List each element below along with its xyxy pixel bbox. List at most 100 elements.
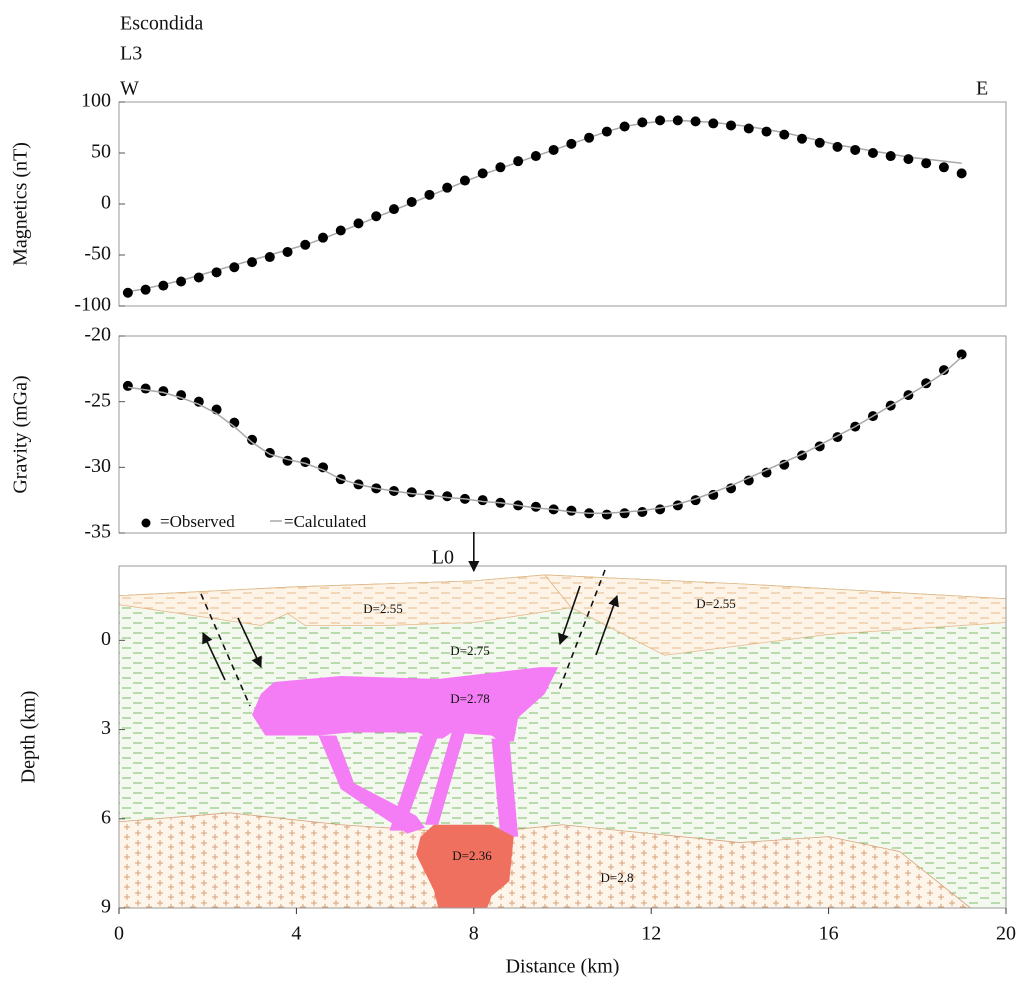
observed-point: [868, 148, 878, 158]
y-tick-label: 0: [101, 628, 111, 650]
direction-label: W: [120, 78, 139, 100]
observed-point: [797, 134, 807, 144]
observed-point: [815, 138, 825, 148]
observed-point: [566, 139, 576, 149]
y-axis-label: Depth (km): [18, 691, 40, 784]
y-tick-label: 0: [101, 192, 111, 214]
observed-point: [655, 504, 665, 514]
body-label: D=2.75: [450, 643, 489, 658]
observed-point: [194, 397, 204, 407]
observed-point: [513, 156, 523, 166]
observed-point: [158, 281, 168, 291]
body-label: D=2.8: [601, 870, 634, 885]
y-tick-label: -25: [84, 389, 111, 411]
observed-point: [726, 120, 736, 130]
observed-point: [602, 510, 612, 520]
observed-point: [779, 130, 789, 140]
body-label: D=2.55: [696, 596, 735, 611]
observed-point: [442, 491, 452, 501]
y-tick-label: -35: [84, 521, 111, 543]
observed-point: [371, 211, 381, 221]
observed-point: [141, 285, 151, 295]
observed-point: [442, 183, 452, 193]
observed-point: [194, 272, 204, 282]
x-tick-label: 12: [641, 923, 661, 945]
observed-point: [531, 502, 541, 512]
observed-point: [265, 252, 275, 262]
observed-point: [549, 145, 559, 155]
observed-point: [176, 277, 186, 287]
observed-point: [602, 127, 612, 137]
observed-point: [478, 168, 488, 178]
legend-label: =Observed: [160, 512, 235, 531]
observed-point: [584, 133, 594, 143]
body-label: D=2.78: [450, 691, 489, 706]
observed-point: [158, 386, 168, 396]
x-tick-label: 8: [469, 923, 479, 945]
body-label: D=2.55: [363, 601, 402, 616]
observed-point: [531, 151, 541, 161]
figure: 100 50 0 -50 -100 Magnetics (nT) Escondida L3 W E…: [0, 0, 1022, 982]
observed-point: [407, 197, 417, 207]
y-tick-label: 3: [101, 717, 111, 739]
y-axis-label: Gravity (mGa): [10, 375, 32, 493]
observed-point: [353, 218, 363, 228]
observed-point: [957, 168, 967, 178]
observed-point: [673, 115, 683, 125]
observed-point: [886, 151, 896, 161]
panel: =Observed =Calculated -20 -25 -30 -35 Gravity …: [10, 324, 1006, 543]
observed-point: [300, 240, 310, 250]
observed-point: [708, 118, 718, 128]
observed-point: [832, 142, 842, 152]
x-axis-label: Distance (km): [506, 956, 620, 978]
observed-point: [212, 267, 222, 277]
annotation: L0: [432, 547, 454, 569]
y-tick-label: 9: [101, 896, 111, 918]
observed-point: [637, 507, 647, 517]
y-tick-label: 50: [91, 141, 111, 163]
direction-label: E: [976, 78, 988, 100]
legend-label: =Calculated: [284, 512, 367, 531]
y-axis-label: Magnetics (nT): [10, 142, 32, 266]
x-tick-label: 20: [996, 923, 1016, 945]
observed-point: [123, 381, 133, 391]
observed-point: [247, 257, 257, 267]
observed-point: [850, 145, 860, 155]
legend-swatch: [142, 519, 151, 528]
observed-point: [620, 508, 630, 518]
observed-point: [637, 117, 647, 127]
y-tick-label: 100: [81, 90, 111, 112]
observed-point: [265, 448, 275, 458]
observed-point: [478, 495, 488, 505]
x-tick-label: 0: [114, 923, 124, 945]
body-label: D=2.36: [452, 848, 492, 863]
observed-point: [939, 162, 949, 172]
observed-point: [744, 124, 754, 134]
chart-title: Escondida: [120, 13, 203, 35]
observed-point: [283, 247, 293, 257]
observed-point: [620, 121, 630, 131]
observed-point: [318, 462, 328, 472]
x-tick-label: 4: [291, 923, 301, 945]
observed-point: [389, 204, 399, 214]
observed-point: [336, 226, 346, 236]
y-tick-label: -30: [84, 455, 111, 477]
observed-point: [318, 233, 328, 243]
plot-layers: 100 50 0 -50 -100 Magnetics (nT) Escondida L3 W E…: [10, 13, 1016, 978]
observed-point: [762, 127, 772, 137]
observed-point: [123, 288, 133, 298]
x-tick-label: 16: [819, 923, 839, 945]
plot-area: [119, 102, 1006, 306]
observed-point: [424, 190, 434, 200]
plot-area: [119, 336, 1006, 533]
y-tick-label: -50: [84, 243, 111, 265]
chart-subtitle: L3: [120, 43, 142, 65]
observed-point: [691, 116, 701, 126]
observed-point: [566, 506, 576, 516]
observed-point: [655, 115, 665, 125]
y-tick-label: -20: [84, 324, 111, 346]
y-tick-label: -100: [74, 294, 111, 316]
observed-point: [141, 384, 151, 394]
observed-point: [460, 176, 470, 186]
observed-point: [903, 154, 913, 164]
